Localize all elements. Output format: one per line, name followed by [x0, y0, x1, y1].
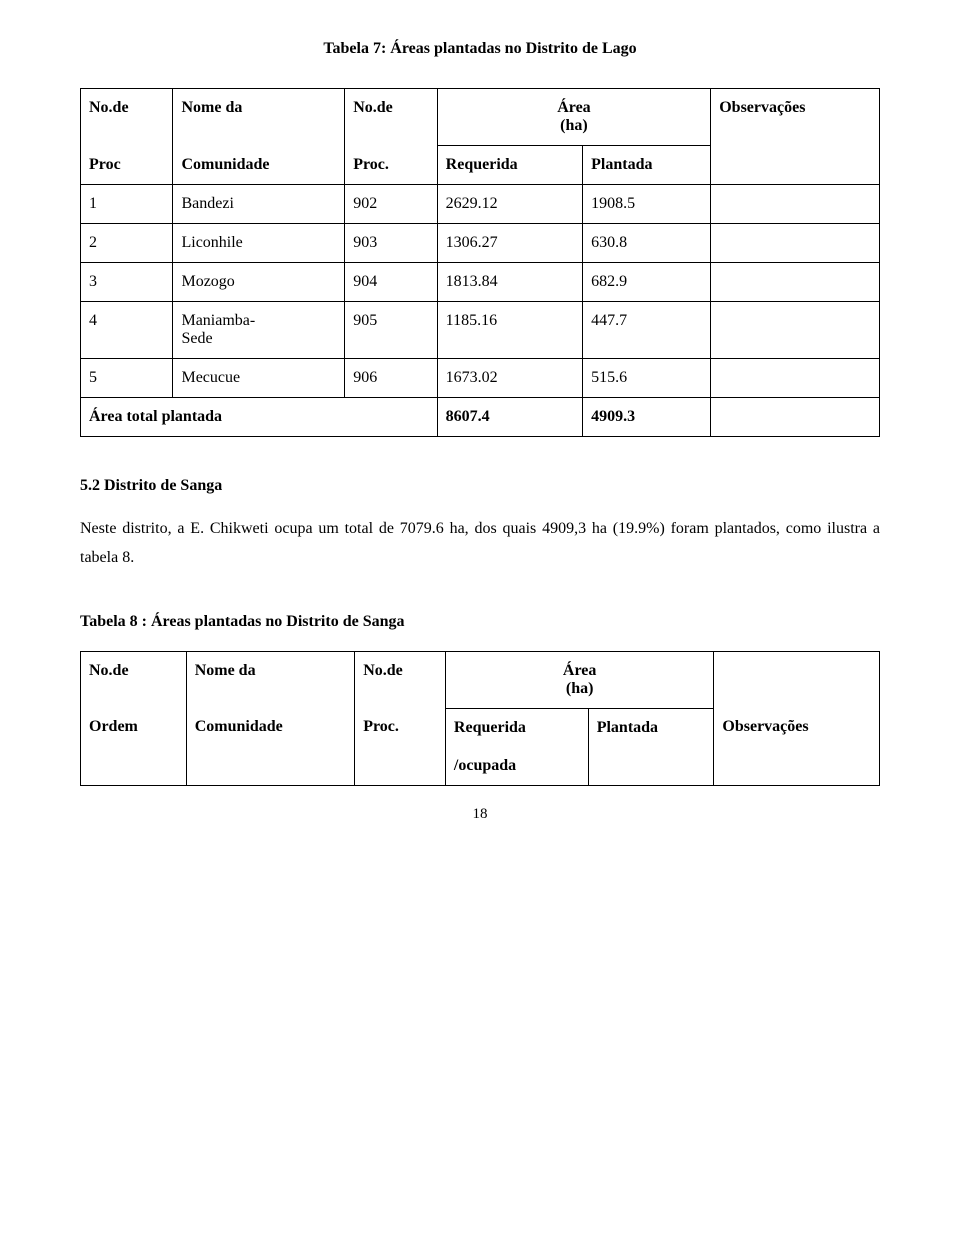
nome-line2: Sede [181, 330, 336, 348]
cell-n: 4 [81, 302, 173, 359]
table8-title: Tabela 8 : Áreas plantadas no Distrito d… [80, 613, 880, 631]
col-comunidade: Comunidade [173, 146, 345, 185]
lbl-area: Área [446, 99, 703, 117]
col-nome: Nome da [173, 89, 345, 146]
col-plant: Plantada [583, 146, 711, 185]
col-no-de2: No.de [345, 89, 437, 146]
cell-proc: 902 [345, 185, 437, 224]
lbl: Nome da [195, 662, 256, 679]
total-plant: 4909.3 [583, 398, 711, 437]
lbl: Observações [719, 99, 805, 116]
total-label: Área total plantada [81, 398, 438, 437]
cell-nome: Mecucue [173, 359, 345, 398]
total-obs [711, 398, 880, 437]
cell-n: 1 [81, 185, 173, 224]
cell-nome: Liconhile [173, 224, 345, 263]
lbl: Comunidade [181, 156, 269, 173]
lbl: Plantada [597, 719, 658, 736]
lbl: No.de [353, 99, 393, 116]
lbl: Requerida [454, 719, 526, 736]
cell-req: 1813.84 [437, 263, 583, 302]
col-nome: Nome da [186, 651, 355, 708]
table8: No.de Nome da No.de Área (ha) Ordem Comu… [80, 651, 880, 786]
cell-req: 1185.16 [437, 302, 583, 359]
lbl: Plantada [591, 156, 652, 173]
cell-nome: Mozogo [173, 263, 345, 302]
table8-head-row2: Ordem Comunidade Proc. Requerida Plantad… [81, 708, 880, 747]
lbl: Proc. [363, 718, 399, 735]
col-no-de: No.de [81, 89, 173, 146]
lbl-ha: (ha) [454, 680, 705, 698]
cell-n: 2 [81, 224, 173, 263]
col-obs: Observações [711, 89, 880, 146]
page-number: 18 [80, 806, 880, 823]
table7-title: Tabela 7: Áreas plantadas no Distrito de… [80, 40, 880, 58]
table-row: 3 Mozogo 904 1813.84 682.9 [81, 263, 880, 302]
cell-nome: Maniamba- Sede [173, 302, 345, 359]
lbl: Proc [89, 156, 121, 173]
lbl: /ocupada [454, 757, 516, 774]
lbl: No.de [363, 662, 403, 679]
cell-plant: 447.7 [583, 302, 711, 359]
cell-proc: 903 [345, 224, 437, 263]
table8-head-row1: No.de Nome da No.de Área (ha) [81, 651, 880, 708]
table7-head-row1: No.de Nome da No.de Área (ha) Observaçõe… [81, 89, 880, 146]
col-area: Área (ha) [437, 89, 711, 146]
cell-proc: 906 [345, 359, 437, 398]
col-ordem: Ordem [81, 708, 187, 785]
lbl: Comunidade [195, 718, 283, 735]
lbl: No.de [89, 99, 129, 116]
cell-obs [711, 224, 880, 263]
col-comunidade: Comunidade [186, 708, 355, 785]
total-req: 8607.4 [437, 398, 583, 437]
table-row: 1 Bandezi 902 2629.12 1908.5 [81, 185, 880, 224]
table-row: 2 Liconhile 903 1306.27 630.8 [81, 224, 880, 263]
cell-proc: 904 [345, 263, 437, 302]
table-row: 4 Maniamba- Sede 905 1185.16 447.7 [81, 302, 880, 359]
cell-obs [711, 185, 880, 224]
section-heading: 5.2 Distrito de Sanga [80, 477, 880, 495]
col-no-de2: No.de [355, 651, 446, 708]
lbl: No.de [89, 662, 129, 679]
lbl: Ordem [89, 718, 138, 735]
cell-n: 3 [81, 263, 173, 302]
col-obs2 [711, 146, 880, 185]
cell-req: 1673.02 [437, 359, 583, 398]
cell-plant: 630.8 [583, 224, 711, 263]
table7-head-row2: Proc Comunidade Proc. Requerida Plantada [81, 146, 880, 185]
col-req: Requerida [445, 708, 588, 747]
col-ocupada: /ocupada [445, 747, 588, 786]
col-proc: Proc. [355, 708, 446, 785]
table7-total-row: Área total plantada 8607.4 4909.3 [81, 398, 880, 437]
cell-plant: 682.9 [583, 263, 711, 302]
cell-req: 1306.27 [437, 224, 583, 263]
nome-line1: Maniamba- [181, 312, 336, 330]
col-plant: Plantada [588, 708, 714, 785]
col-proc: Proc [81, 146, 173, 185]
col-obs-empty [714, 651, 880, 708]
table-row: 5 Mecucue 906 1673.02 515.6 [81, 359, 880, 398]
lbl: Observações [722, 718, 808, 735]
table7: No.de Nome da No.de Área (ha) Observaçõe… [80, 88, 880, 437]
lbl: Proc. [353, 156, 389, 173]
cell-obs [711, 302, 880, 359]
col-no-de: No.de [81, 651, 187, 708]
col-proc2: Proc. [345, 146, 437, 185]
cell-n: 5 [81, 359, 173, 398]
cell-plant: 1908.5 [583, 185, 711, 224]
cell-plant: 515.6 [583, 359, 711, 398]
lbl-area: Área [454, 662, 705, 680]
col-obs: Observações [714, 708, 880, 785]
lbl-ha: (ha) [446, 117, 703, 135]
cell-proc: 905 [345, 302, 437, 359]
lbl: Nome da [181, 99, 242, 116]
cell-obs [711, 263, 880, 302]
section-paragraph: Neste distrito, a E. Chikweti ocupa um t… [80, 515, 880, 573]
lbl: Requerida [446, 156, 518, 173]
col-req: Requerida [437, 146, 583, 185]
cell-nome: Bandezi [173, 185, 345, 224]
col-area: Área (ha) [445, 651, 713, 708]
cell-req: 2629.12 [437, 185, 583, 224]
cell-obs [711, 359, 880, 398]
